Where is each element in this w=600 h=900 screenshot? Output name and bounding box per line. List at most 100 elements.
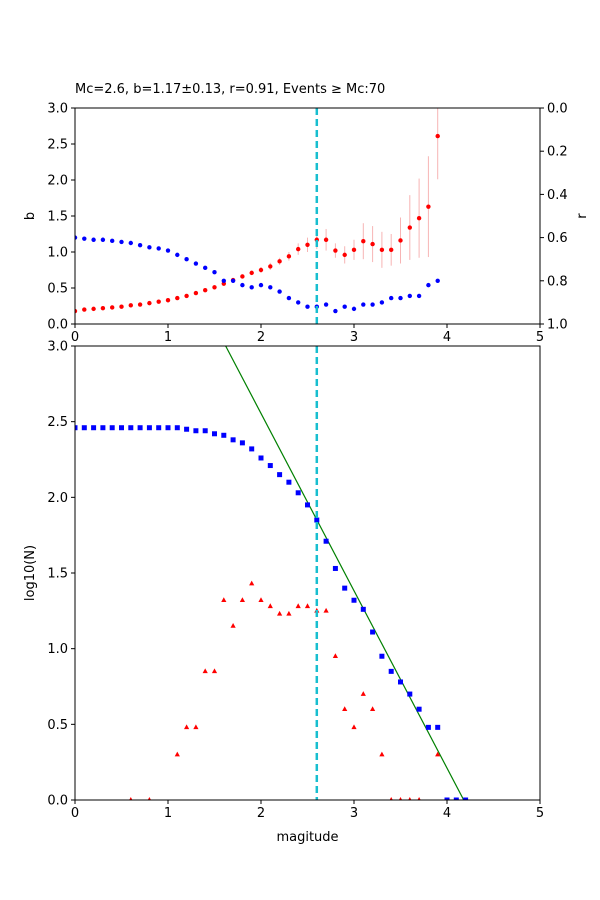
point: [82, 236, 87, 241]
point: [463, 797, 469, 800]
point: [212, 269, 217, 275]
point: [370, 706, 376, 711]
point: [342, 585, 348, 591]
point: [147, 245, 152, 250]
y-tick-label: 1.0: [47, 642, 68, 657]
x-tick-label: 5: [536, 806, 544, 821]
point: [221, 432, 227, 438]
point: [129, 797, 133, 800]
y-tick-label: 2.0: [47, 174, 68, 189]
point: [398, 679, 403, 685]
point: [268, 264, 273, 269]
point: [202, 428, 208, 434]
point: [351, 724, 357, 730]
point: [379, 751, 385, 757]
x-tick-label: 4: [443, 806, 451, 821]
point: [305, 502, 310, 508]
point: [416, 706, 422, 712]
point: [295, 490, 301, 496]
y-tick-label: 1.5: [47, 210, 68, 225]
point: [379, 653, 385, 659]
point: [360, 691, 366, 696]
y-tick-label: 0.0: [47, 318, 68, 333]
point: [203, 265, 208, 271]
point: [296, 300, 301, 305]
point: [267, 463, 273, 469]
point: [398, 797, 403, 800]
fit-line: [225, 346, 465, 800]
y-tick-label: 1.0: [47, 246, 68, 261]
point: [221, 278, 226, 283]
point: [184, 257, 189, 262]
chart-title: Mc=2.6, b=1.17±0.13, r=0.91, Events ≥ Mc…: [75, 82, 385, 97]
point: [408, 797, 412, 800]
point: [147, 797, 152, 800]
plot-area: [75, 346, 469, 800]
point: [184, 426, 190, 432]
y2-tick-label: 0.8: [547, 274, 568, 289]
point: [305, 304, 310, 309]
y2-tick-label: 0.6: [547, 231, 568, 246]
point: [184, 724, 190, 730]
point: [407, 293, 412, 299]
point: [221, 597, 227, 603]
point: [296, 246, 301, 252]
plot-area: [75, 108, 440, 324]
x-tick-label: 0: [71, 330, 79, 345]
point: [351, 597, 357, 603]
point: [128, 240, 133, 246]
point: [342, 252, 347, 258]
y2-tick-label: 0.0: [547, 102, 568, 117]
point: [156, 425, 162, 431]
point: [379, 300, 385, 305]
point: [165, 298, 171, 303]
point: [240, 282, 245, 288]
point: [323, 237, 329, 242]
point: [277, 610, 283, 616]
point: [230, 622, 236, 628]
point: [453, 797, 459, 800]
point: [75, 425, 78, 431]
point: [342, 706, 348, 711]
point: [370, 629, 376, 635]
point: [91, 425, 97, 431]
point: [258, 267, 264, 273]
x-tick-label: 0: [71, 806, 79, 821]
point: [249, 446, 255, 452]
y2-tick-label: 0.4: [547, 188, 568, 203]
point: [416, 293, 422, 299]
point: [119, 425, 124, 431]
point: [137, 425, 143, 431]
point: [91, 237, 96, 242]
point: [258, 455, 264, 461]
point: [147, 300, 152, 306]
y-axis-label: log10(N): [23, 545, 38, 601]
point: [333, 308, 338, 314]
point: [305, 242, 310, 247]
point: [332, 653, 338, 659]
point: [379, 247, 385, 253]
point: [389, 247, 394, 253]
point: [75, 235, 78, 240]
point: [333, 248, 338, 253]
point: [156, 246, 161, 251]
point: [249, 580, 255, 586]
point: [398, 238, 403, 243]
point: [81, 425, 87, 431]
point: [277, 289, 282, 294]
point: [119, 304, 124, 309]
y-tick-label: 0.5: [47, 718, 68, 733]
point: [175, 295, 180, 301]
point: [109, 425, 115, 431]
axes-frame: [74, 107, 541, 325]
point: [417, 797, 421, 800]
point: [389, 797, 393, 800]
point: [286, 254, 292, 259]
point: [435, 133, 440, 139]
point: [314, 517, 320, 523]
point: [193, 261, 199, 266]
point: [165, 248, 171, 253]
point: [100, 425, 106, 431]
point: [184, 293, 189, 299]
point: [239, 597, 245, 603]
